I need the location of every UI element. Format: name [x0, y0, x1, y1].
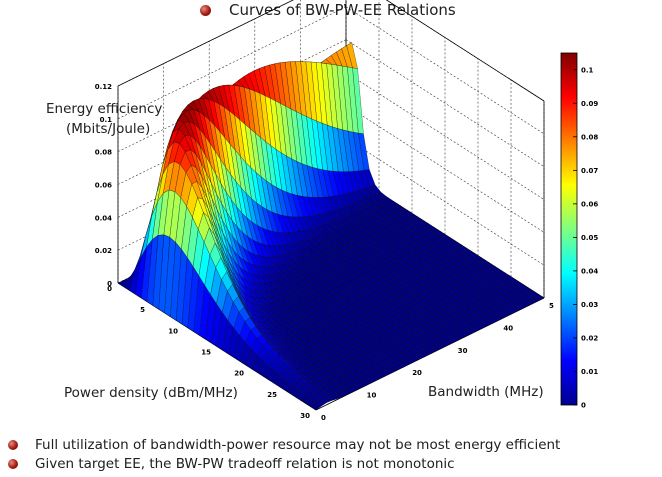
z-tick-label: 0.1 [100, 116, 113, 124]
colorbar [560, 52, 578, 406]
colorbar-gradient [560, 52, 578, 406]
colorbar-tick-label: 0.06 [581, 200, 598, 208]
colorbar-tick-label: 0.08 [581, 133, 598, 141]
x-tick-label: 30 [458, 347, 468, 355]
z-tick-label: 0.02 [95, 247, 112, 255]
bullet-icon [8, 440, 18, 450]
chart-title-text: Curves of BW-PW-EE Relations [229, 1, 456, 19]
colorbar-tick-label: 0.01 [581, 368, 598, 376]
surface-facet [309, 401, 322, 411]
surface-chart: 0 0.02 0.04 0.06 0.08 0.1 0.12 0 5 10 15 20 25 30 0 10 2… [95, 0, 598, 422]
note-item: Full utilization of bandwidth-power reso… [8, 436, 560, 455]
bullet-icon [8, 459, 18, 469]
x-tick-label: 10 [367, 392, 377, 400]
x-tick-label: 5 [549, 302, 554, 310]
z-tick-label: 0.08 [95, 149, 112, 157]
z-tick-label: 0.04 [95, 214, 112, 222]
y-axis-label: Power density (dBm/MHz) [64, 385, 238, 401]
bullet-icon [200, 5, 211, 16]
colorbar-tick-label: 0.03 [581, 301, 598, 309]
z-axis-label: Energy efficiency [46, 101, 163, 117]
x-tick-label: 0 [321, 414, 326, 422]
y-tick-label: 10 [168, 327, 178, 335]
y-tick-label: 0 [107, 285, 112, 293]
colorbar-tick-label: 0.02 [581, 334, 598, 342]
y-tick-label: 25 [267, 391, 277, 399]
z-tick-label: 0 [107, 280, 112, 288]
x-axis-label: Bandwidth (MHz) [428, 384, 544, 400]
note-text: Full utilization of bandwidth-power reso… [35, 437, 561, 453]
colorbar-tick-label: 0 [581, 402, 586, 410]
y-tick-label: 15 [201, 349, 211, 357]
z-tick-label: 0.06 [95, 182, 112, 190]
colorbar-tick-label: 0.09 [581, 100, 598, 108]
axis-ticks: 0 0.02 0.04 0.06 0.08 0.1 0.12 0 5 10 15 20 25 30 0 10 2… [95, 83, 554, 422]
z-axis-unit: (Mbits/Joule) [66, 121, 151, 137]
colorbar-ticks: 0 0.01 0.02 0.03 0.04 0.05 0.06 0.07 0.08 0.09 0.1 [573, 66, 598, 410]
colorbar-tick-label: 0.07 [581, 167, 598, 175]
surface-plot [117, 42, 545, 411]
chart-title: Curves of BW-PW-EE Relations [200, 1, 456, 19]
note-text: Given target EE, the BW-PW tradeoff rela… [35, 456, 455, 472]
colorbar-tick-label: 0.1 [581, 66, 594, 74]
x-tick-label: 40 [503, 324, 513, 332]
note-item: Given target EE, the BW-PW tradeoff rela… [8, 455, 560, 474]
y-tick-label: 20 [234, 370, 244, 378]
x-tick-label: 20 [412, 369, 422, 377]
z-tick-label: 0.12 [95, 83, 112, 91]
notes-list: Full utilization of bandwidth-power reso… [8, 436, 560, 474]
y-tick-label: 5 [140, 306, 145, 314]
y-tick-label: 30 [300, 412, 310, 420]
colorbar-tick-label: 0.04 [581, 267, 598, 275]
colorbar-tick-label: 0.05 [581, 234, 598, 242]
